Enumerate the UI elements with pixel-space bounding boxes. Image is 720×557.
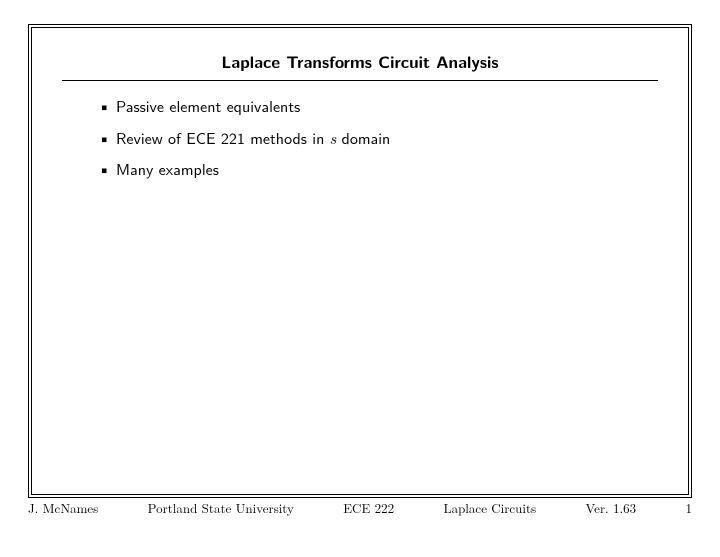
bullet-text: Passive element equivalents — [116, 94, 300, 117]
footer-version: Ver. 1.63 — [586, 498, 637, 517]
list-item: Passive element equivalents — [98, 95, 658, 117]
footer-institution: Portland State University — [148, 498, 294, 517]
list-item: Many examples — [98, 158, 658, 180]
footer-topic: Laplace Circuits — [443, 498, 536, 517]
footer-course: ECE 222 — [343, 498, 394, 517]
bullet-text-after: domain — [336, 126, 390, 149]
slide-title: Laplace Transforms Circuit Analysis — [62, 50, 658, 81]
slide-footer: J. McNames Portland State University ECE… — [28, 498, 692, 517]
slide-page: Laplace Transforms Circuit Analysis Pass… — [0, 0, 720, 557]
footer-author: J. McNames — [28, 498, 98, 517]
footer-page: 1 — [685, 498, 692, 517]
outer-frame: Laplace Transforms Circuit Analysis Pass… — [28, 24, 692, 498]
bullet-text: Many examples — [116, 157, 219, 180]
list-item: Review of ECE 221 methods in s domain — [98, 127, 658, 149]
bullet-text: Review of ECE 221 methods in — [116, 126, 330, 149]
inner-frame: Laplace Transforms Circuit Analysis Pass… — [31, 27, 689, 495]
bullet-list: Passive element equivalents Review of EC… — [62, 95, 658, 180]
